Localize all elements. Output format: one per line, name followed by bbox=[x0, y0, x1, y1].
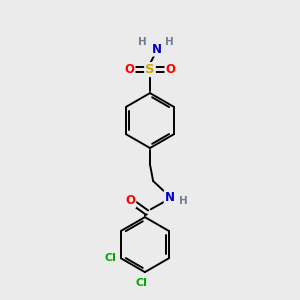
Text: H: H bbox=[138, 37, 146, 47]
Text: S: S bbox=[145, 63, 155, 76]
Text: Cl: Cl bbox=[136, 278, 148, 288]
Text: O: O bbox=[125, 194, 135, 207]
Text: H: H bbox=[179, 196, 188, 206]
Text: N: N bbox=[165, 191, 175, 204]
Text: H: H bbox=[165, 37, 174, 47]
Text: N: N bbox=[152, 43, 162, 56]
Text: O: O bbox=[165, 63, 176, 76]
Text: O: O bbox=[124, 63, 135, 76]
Text: Cl: Cl bbox=[104, 254, 116, 263]
